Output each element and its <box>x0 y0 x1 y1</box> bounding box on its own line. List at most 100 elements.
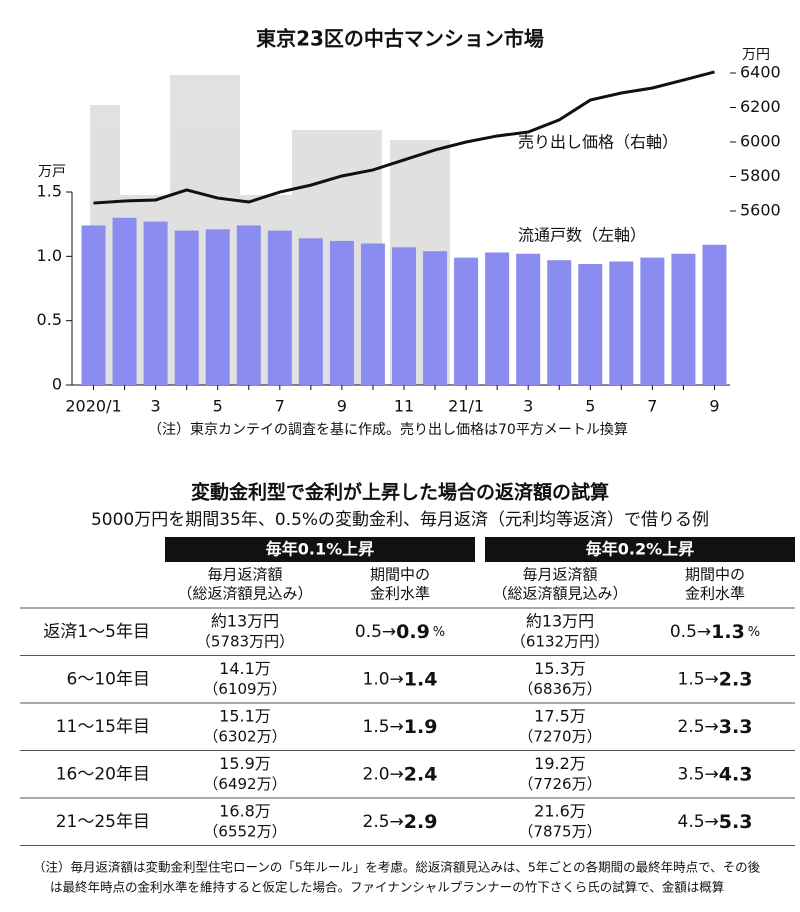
bar <box>174 230 199 385</box>
y-tick-label: 0 <box>52 375 62 394</box>
rate-to: 0.9 <box>396 620 430 642</box>
rate: 3.5→4.3 <box>678 763 753 785</box>
bar <box>112 217 137 385</box>
rate: 1.5→1.9 <box>363 715 438 737</box>
column-header: （総返済額見込み） <box>177 585 312 603</box>
chart-title: 東京23区の中古マンション市場 <box>256 27 544 51</box>
payment: 約13万円 <box>211 611 279 630</box>
payment: 15.1万 <box>219 706 271 725</box>
rate-to: 2.9 <box>404 810 438 832</box>
x-tick-label: 7 <box>647 397 657 416</box>
rate: 2.5→2.9 <box>363 810 438 832</box>
bar <box>392 247 416 385</box>
column-header: 毎月返済額 <box>207 566 282 584</box>
total: （7875万） <box>518 822 601 840</box>
column-header: 毎月返済額 <box>522 566 597 584</box>
total: （6552万） <box>203 822 286 840</box>
total: （6492万） <box>203 775 286 793</box>
bar <box>609 261 634 385</box>
x-tick-label: 3 <box>523 397 533 416</box>
column-header: 金利水準 <box>685 585 745 603</box>
x-tick-label: 3 <box>151 397 161 416</box>
rate-from: 2.5→ <box>678 717 719 737</box>
legend-label: 流通戸数（左軸） <box>518 226 646 245</box>
bar <box>236 225 261 385</box>
column-header: 期間中の <box>685 566 745 584</box>
bar <box>516 253 541 385</box>
rate-from: 4.5→ <box>678 812 719 832</box>
table-title: 変動金利型で金利が上昇した場合の返済額の試算 <box>191 481 609 504</box>
bar <box>640 257 665 385</box>
row-label: 返済1～5年目 <box>43 622 150 642</box>
x-tick-label: 5 <box>213 397 223 416</box>
column-header: 期間中の <box>370 566 430 584</box>
rate-to: 5.3 <box>719 810 753 832</box>
row-label: 21～25年目 <box>56 812 150 832</box>
rate-from: 3.5→ <box>678 764 719 784</box>
x-tick-label: 11 <box>394 397 414 416</box>
x-tick-label: 9 <box>337 397 347 416</box>
y-tick-label: 1.0 <box>37 246 62 265</box>
bar <box>485 252 510 385</box>
total: （7726万） <box>518 775 601 793</box>
payment: 16.8万 <box>219 801 271 820</box>
rate: 0.5→1.3% <box>670 620 760 642</box>
bar <box>547 260 572 385</box>
bar <box>329 240 354 385</box>
x-tick-label: 5 <box>585 397 595 416</box>
y2-axis-unit: 万円 <box>742 47 770 63</box>
group-header: 毎年0.2%上昇 <box>586 540 694 559</box>
rate-to: 1.9 <box>404 715 438 737</box>
rate-from: 1.5→ <box>678 669 719 689</box>
total: （6132万円） <box>511 632 609 650</box>
legend-label: 売り出し価格（右軸） <box>518 133 678 152</box>
y2-tick-label: 6400 <box>740 63 781 82</box>
x-tick-label: 2020/1 <box>65 397 121 416</box>
rate: 0.5→0.9% <box>355 620 445 642</box>
total: （5783万円） <box>196 632 294 650</box>
rate-to: 2.4 <box>404 763 438 785</box>
payment: 約13万円 <box>526 611 594 630</box>
bar <box>702 244 727 385</box>
payment: 15.3万 <box>534 659 586 678</box>
y-tick-label: 1.5 <box>37 182 62 201</box>
rate-to: 2.3 <box>719 668 753 690</box>
rate: 2.0→2.4 <box>363 763 438 785</box>
payment: 17.5万 <box>534 706 586 725</box>
y2-tick-label: 6200 <box>740 97 781 116</box>
rate-from: 1.0→ <box>363 669 404 689</box>
x-tick-label: 7 <box>275 397 285 416</box>
bar <box>298 238 323 385</box>
bar <box>671 253 696 385</box>
rate: 1.5→2.3 <box>678 668 753 690</box>
footnote: は最終年時点の金利水準を維持すると仮定した場合。ファイナンシャルプランナーの竹下… <box>50 880 724 895</box>
column-header: （総返済額見込み） <box>492 585 627 603</box>
rate-to: 3.3 <box>719 715 753 737</box>
row-label: 11～15年目 <box>56 717 150 737</box>
row-label: 6～10年目 <box>67 669 150 689</box>
total: （6109万） <box>203 680 286 698</box>
footnote: （注）毎月返済額は変動金利型住宅ローンの「5年ルール」を考慮。総返済額見込みは、… <box>33 860 761 875</box>
y2-tick-label: 6000 <box>740 132 781 151</box>
rate-from: 1.5→ <box>363 717 404 737</box>
payment: 14.1万 <box>219 659 271 678</box>
rate-from: 2.5→ <box>363 812 404 832</box>
payment: 15.9万 <box>219 754 271 773</box>
total: （7270万） <box>518 727 601 745</box>
payment: 19.2万 <box>534 754 586 773</box>
rate-from: 2.0→ <box>363 764 404 784</box>
rate-unit: % <box>433 624 445 639</box>
group-header: 毎年0.1%上昇 <box>266 540 374 559</box>
bar <box>423 251 448 385</box>
total: （6836万） <box>518 680 601 698</box>
rate-from: 0.5→ <box>670 622 711 642</box>
y2-tick-label: 5800 <box>740 166 781 185</box>
price-line <box>93 70 715 205</box>
y2-tick-label: 5600 <box>740 201 781 220</box>
x-tick-label: 9 <box>709 397 719 416</box>
rate: 4.5→5.3 <box>678 810 753 832</box>
rate: 1.0→1.4 <box>363 668 438 690</box>
x-tick-label: 21/1 <box>448 397 484 416</box>
rate-from: 0.5→ <box>355 622 396 642</box>
rate-to: 4.3 <box>719 763 753 785</box>
